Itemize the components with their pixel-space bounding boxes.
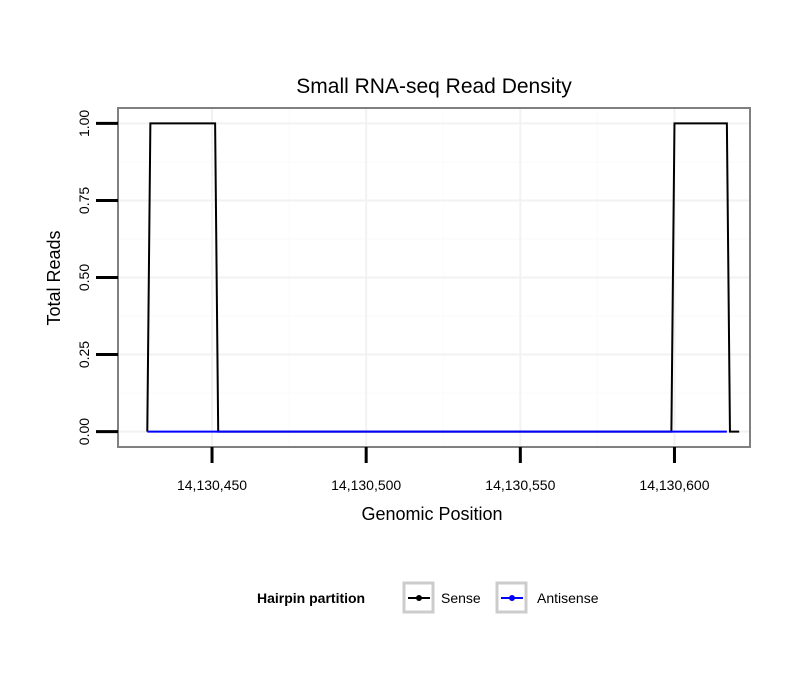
x-tick-label: 14,130,550: [485, 477, 555, 493]
y-tick-label: 0.75: [76, 187, 92, 214]
legend-item-sense: Sense: [402, 581, 481, 614]
major-gridlines: [118, 108, 750, 447]
legend-title: Hairpin partition: [257, 590, 365, 606]
y-tick-label: 1.00: [76, 110, 92, 137]
x-tick-label: 14,130,600: [639, 477, 709, 493]
y-tick-label: 0.25: [76, 341, 92, 368]
x-tick-label: 14,130,500: [331, 477, 401, 493]
axis-ticks: 14,130,450 14,130,500 14,130,550 14,130,600…: [76, 110, 710, 493]
y-tick-label: 0.00: [76, 418, 92, 445]
y-axis-label: Total Reads: [44, 230, 64, 325]
legend: Hairpin partition Sense Antisense: [257, 581, 599, 614]
series-layer: [146, 122, 740, 433]
legend-swatch-sense-dot: [416, 595, 422, 601]
chart-title: Small RNA-seq Read Density: [296, 75, 572, 98]
legend-label-sense: Sense: [441, 590, 481, 606]
legend-item-antisense: Antisense: [495, 581, 599, 614]
x-axis-label: Genomic Position: [361, 504, 502, 524]
x-tick-label: 14,130,450: [177, 477, 247, 493]
legend-swatch-antisense-dot: [509, 595, 515, 601]
legend-label-antisense: Antisense: [537, 590, 599, 606]
y-tick-label: 0.50: [76, 264, 92, 291]
